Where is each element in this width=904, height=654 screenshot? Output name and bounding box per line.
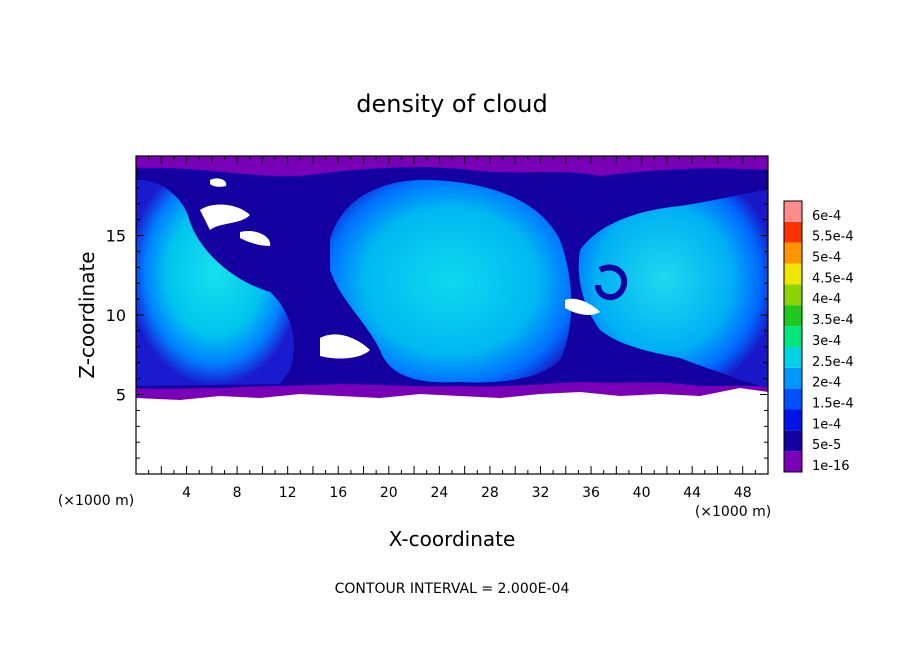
- colorbar-swatch: [784, 430, 802, 452]
- colorbar-swatch: [784, 367, 802, 389]
- colorbar-label: 1.5e-4: [812, 396, 854, 411]
- colorbar-label: 1e-4: [812, 417, 841, 432]
- x-tick-label: 40: [633, 485, 651, 501]
- y-unit-label: (×1000 m): [58, 493, 134, 509]
- colorbar-swatch: [784, 326, 802, 347]
- colorbar-label: 6e-4: [812, 209, 841, 224]
- colorbar-swatch: [784, 242, 802, 264]
- x-tick-label: 28: [481, 485, 499, 501]
- y-tick-label: 10: [106, 306, 126, 325]
- x-tick-label: 32: [532, 485, 550, 501]
- x-tick-label: 20: [380, 485, 398, 501]
- x-axis-label: X-coordinate: [389, 527, 516, 551]
- x-tick-label: 48: [734, 485, 752, 501]
- colorbar-label: 2.5e-4: [812, 355, 854, 370]
- x-tick-label: 12: [279, 485, 297, 501]
- colorbar-label: 3.5e-4: [812, 313, 854, 328]
- density-field: [136, 156, 768, 474]
- x-tick-label: 8: [233, 485, 242, 501]
- contour-interval: CONTOUR INTERVAL = 2.000E-04: [335, 581, 570, 597]
- x-tick-label: 24: [430, 485, 448, 501]
- y-tick-label: 15: [106, 227, 126, 246]
- x-tick-label: 4: [182, 485, 191, 501]
- x-ticks: 4 8 12 16 20 24 28 32 36 40 44 48: [148, 156, 756, 501]
- colorbar-swatch: [784, 201, 802, 222]
- colorbar-swatch: [784, 346, 802, 368]
- x-unit-label: (×1000 m): [695, 504, 771, 520]
- colorbar-frame: [783, 200, 803, 473]
- colorbar-swatch: [784, 451, 802, 472]
- colorbar-swatch: [784, 388, 802, 410]
- colorbar-swatch: [784, 284, 802, 306]
- y-axis-label: Z-coordinate: [75, 251, 99, 378]
- colorbar-label: 5.5e-4: [812, 230, 854, 245]
- x-tick-label: 44: [683, 485, 701, 501]
- colorbar-label: 4.5e-4: [812, 271, 854, 286]
- chart-title: density of cloud: [356, 90, 547, 118]
- colorbar-label: 4e-4: [812, 292, 841, 307]
- x-tick-label: 36: [582, 485, 600, 501]
- colorbar-swatch: [784, 263, 802, 285]
- colorbar-swatch: [784, 305, 802, 327]
- x-tick-label: 16: [329, 485, 347, 501]
- y-tick-label: 5: [116, 386, 126, 405]
- y-ticks: 5 10 15: [106, 171, 768, 459]
- colorbar-label: 5e-5: [812, 438, 841, 453]
- colorbar-label: 3e-4: [812, 334, 841, 349]
- colorbar-label: 2e-4: [812, 376, 841, 391]
- colorbar-label: 5e-4: [812, 251, 841, 266]
- colorbar-swatch: [784, 221, 802, 243]
- colorbar-label: 1e-16: [812, 459, 850, 474]
- colorbar-swatch: [784, 409, 802, 431]
- colorbar: 1e-16 5e-5 1e-4 1.5e-4 2e-4 2.5e-4 3e-4 3.5e-4 4…: [783, 200, 854, 474]
